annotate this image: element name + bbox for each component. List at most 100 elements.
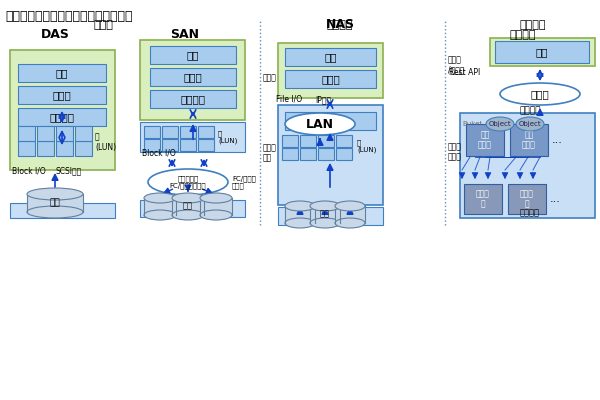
Bar	[75, 126, 92, 141]
Ellipse shape	[172, 193, 204, 203]
Text: Rest API: Rest API	[449, 68, 480, 77]
Text: 互联网: 互联网	[530, 89, 550, 99]
Bar	[282, 135, 298, 147]
Bar	[278, 105, 383, 205]
Ellipse shape	[144, 193, 176, 203]
Bar	[335, 206, 365, 223]
Text: File I/O: File I/O	[276, 95, 302, 104]
Bar	[18, 141, 35, 156]
Text: 磁盘: 磁盘	[50, 198, 61, 208]
Text: NAS: NAS	[325, 18, 355, 31]
Bar	[162, 126, 178, 138]
Bar	[198, 139, 214, 151]
Text: 块存储: 块存储	[93, 20, 113, 30]
Bar	[18, 64, 106, 82]
Bar	[285, 70, 376, 88]
Text: 文件系统: 文件系统	[49, 112, 74, 122]
Bar	[150, 46, 236, 64]
Text: ...: ...	[550, 194, 561, 204]
Bar	[150, 68, 236, 86]
Text: Object: Object	[488, 121, 511, 127]
Ellipse shape	[200, 210, 232, 220]
Bar	[285, 48, 376, 66]
Text: 接入系统: 接入系统	[519, 106, 541, 115]
Text: 去中心化架构: 去中心化架构	[510, 42, 545, 52]
Text: Buket: Buket	[462, 121, 482, 127]
Bar	[140, 200, 245, 217]
Text: 服务器
/客户端: 服务器 /客户端	[448, 55, 464, 74]
Bar	[144, 126, 160, 138]
Text: 磁盘: 磁盘	[320, 210, 330, 218]
Bar	[140, 122, 245, 152]
Bar	[10, 203, 115, 218]
Bar	[464, 184, 502, 214]
Ellipse shape	[486, 117, 514, 131]
Ellipse shape	[516, 117, 544, 131]
Ellipse shape	[172, 210, 204, 220]
Bar	[56, 126, 73, 141]
Bar	[495, 41, 589, 63]
Text: 存储系
统: 存储系 统	[520, 189, 534, 209]
Bar	[180, 139, 196, 151]
Bar	[490, 38, 595, 66]
Bar	[144, 139, 160, 151]
Bar	[310, 206, 340, 223]
Bar	[200, 198, 232, 215]
Bar	[510, 124, 548, 156]
Ellipse shape	[285, 113, 355, 135]
Text: SAN: SAN	[170, 28, 199, 41]
Text: 服务器: 服务器	[263, 73, 277, 82]
Text: 目录层: 目录层	[321, 74, 340, 84]
Bar	[460, 113, 595, 218]
Text: IP协议: IP协议	[315, 95, 331, 104]
Text: FC/光纤通
道协议: FC/光纤通 道协议	[232, 175, 256, 189]
Text: LAN: LAN	[306, 118, 334, 130]
Bar	[318, 135, 334, 147]
Bar	[285, 206, 315, 223]
Bar	[56, 141, 73, 156]
Text: DAS: DAS	[41, 28, 70, 41]
Bar	[300, 135, 316, 147]
Ellipse shape	[285, 201, 315, 211]
Bar	[318, 148, 334, 160]
Bar	[37, 141, 54, 156]
Text: 卷
(LUN): 卷 (LUN)	[357, 139, 376, 153]
Bar	[75, 141, 92, 156]
Bar	[198, 126, 214, 138]
Text: 对三种存储形态和存储架构的示意图。: 对三种存储形态和存储架构的示意图。	[5, 10, 133, 23]
Text: 对象存
储服务: 对象存 储服务	[448, 142, 462, 162]
Bar	[282, 148, 298, 160]
Text: 应用: 应用	[536, 47, 548, 57]
Text: ...: ...	[552, 135, 563, 145]
Text: Block I/O: Block I/O	[142, 149, 176, 158]
Ellipse shape	[335, 201, 365, 211]
Bar	[278, 43, 383, 98]
Ellipse shape	[144, 210, 176, 220]
Bar	[18, 108, 106, 126]
Bar	[466, 124, 504, 156]
Ellipse shape	[27, 206, 83, 218]
Bar	[18, 126, 35, 141]
Text: 目录层: 目录层	[184, 72, 202, 82]
Text: 对象存储: 对象存储	[520, 20, 547, 30]
Bar	[300, 148, 316, 160]
Bar	[162, 139, 178, 151]
Bar	[18, 86, 106, 104]
Text: 文件存储: 文件存储	[327, 20, 353, 30]
Bar	[144, 198, 176, 215]
Ellipse shape	[335, 218, 365, 228]
Text: 文件系统: 文件系统	[181, 94, 205, 104]
Text: Block I/O: Block I/O	[12, 166, 46, 175]
Text: 文件系统: 文件系统	[318, 116, 343, 126]
Bar	[508, 184, 546, 214]
Ellipse shape	[500, 83, 580, 105]
Text: 文件服
务器: 文件服 务器	[263, 143, 277, 163]
Text: 磁盘: 磁盘	[183, 202, 193, 210]
Ellipse shape	[148, 169, 228, 195]
Bar	[10, 50, 115, 170]
Ellipse shape	[310, 218, 340, 228]
Text: 应用: 应用	[56, 68, 68, 78]
Bar	[278, 207, 383, 225]
Ellipse shape	[310, 201, 340, 211]
Text: 应用: 应用	[187, 50, 199, 60]
